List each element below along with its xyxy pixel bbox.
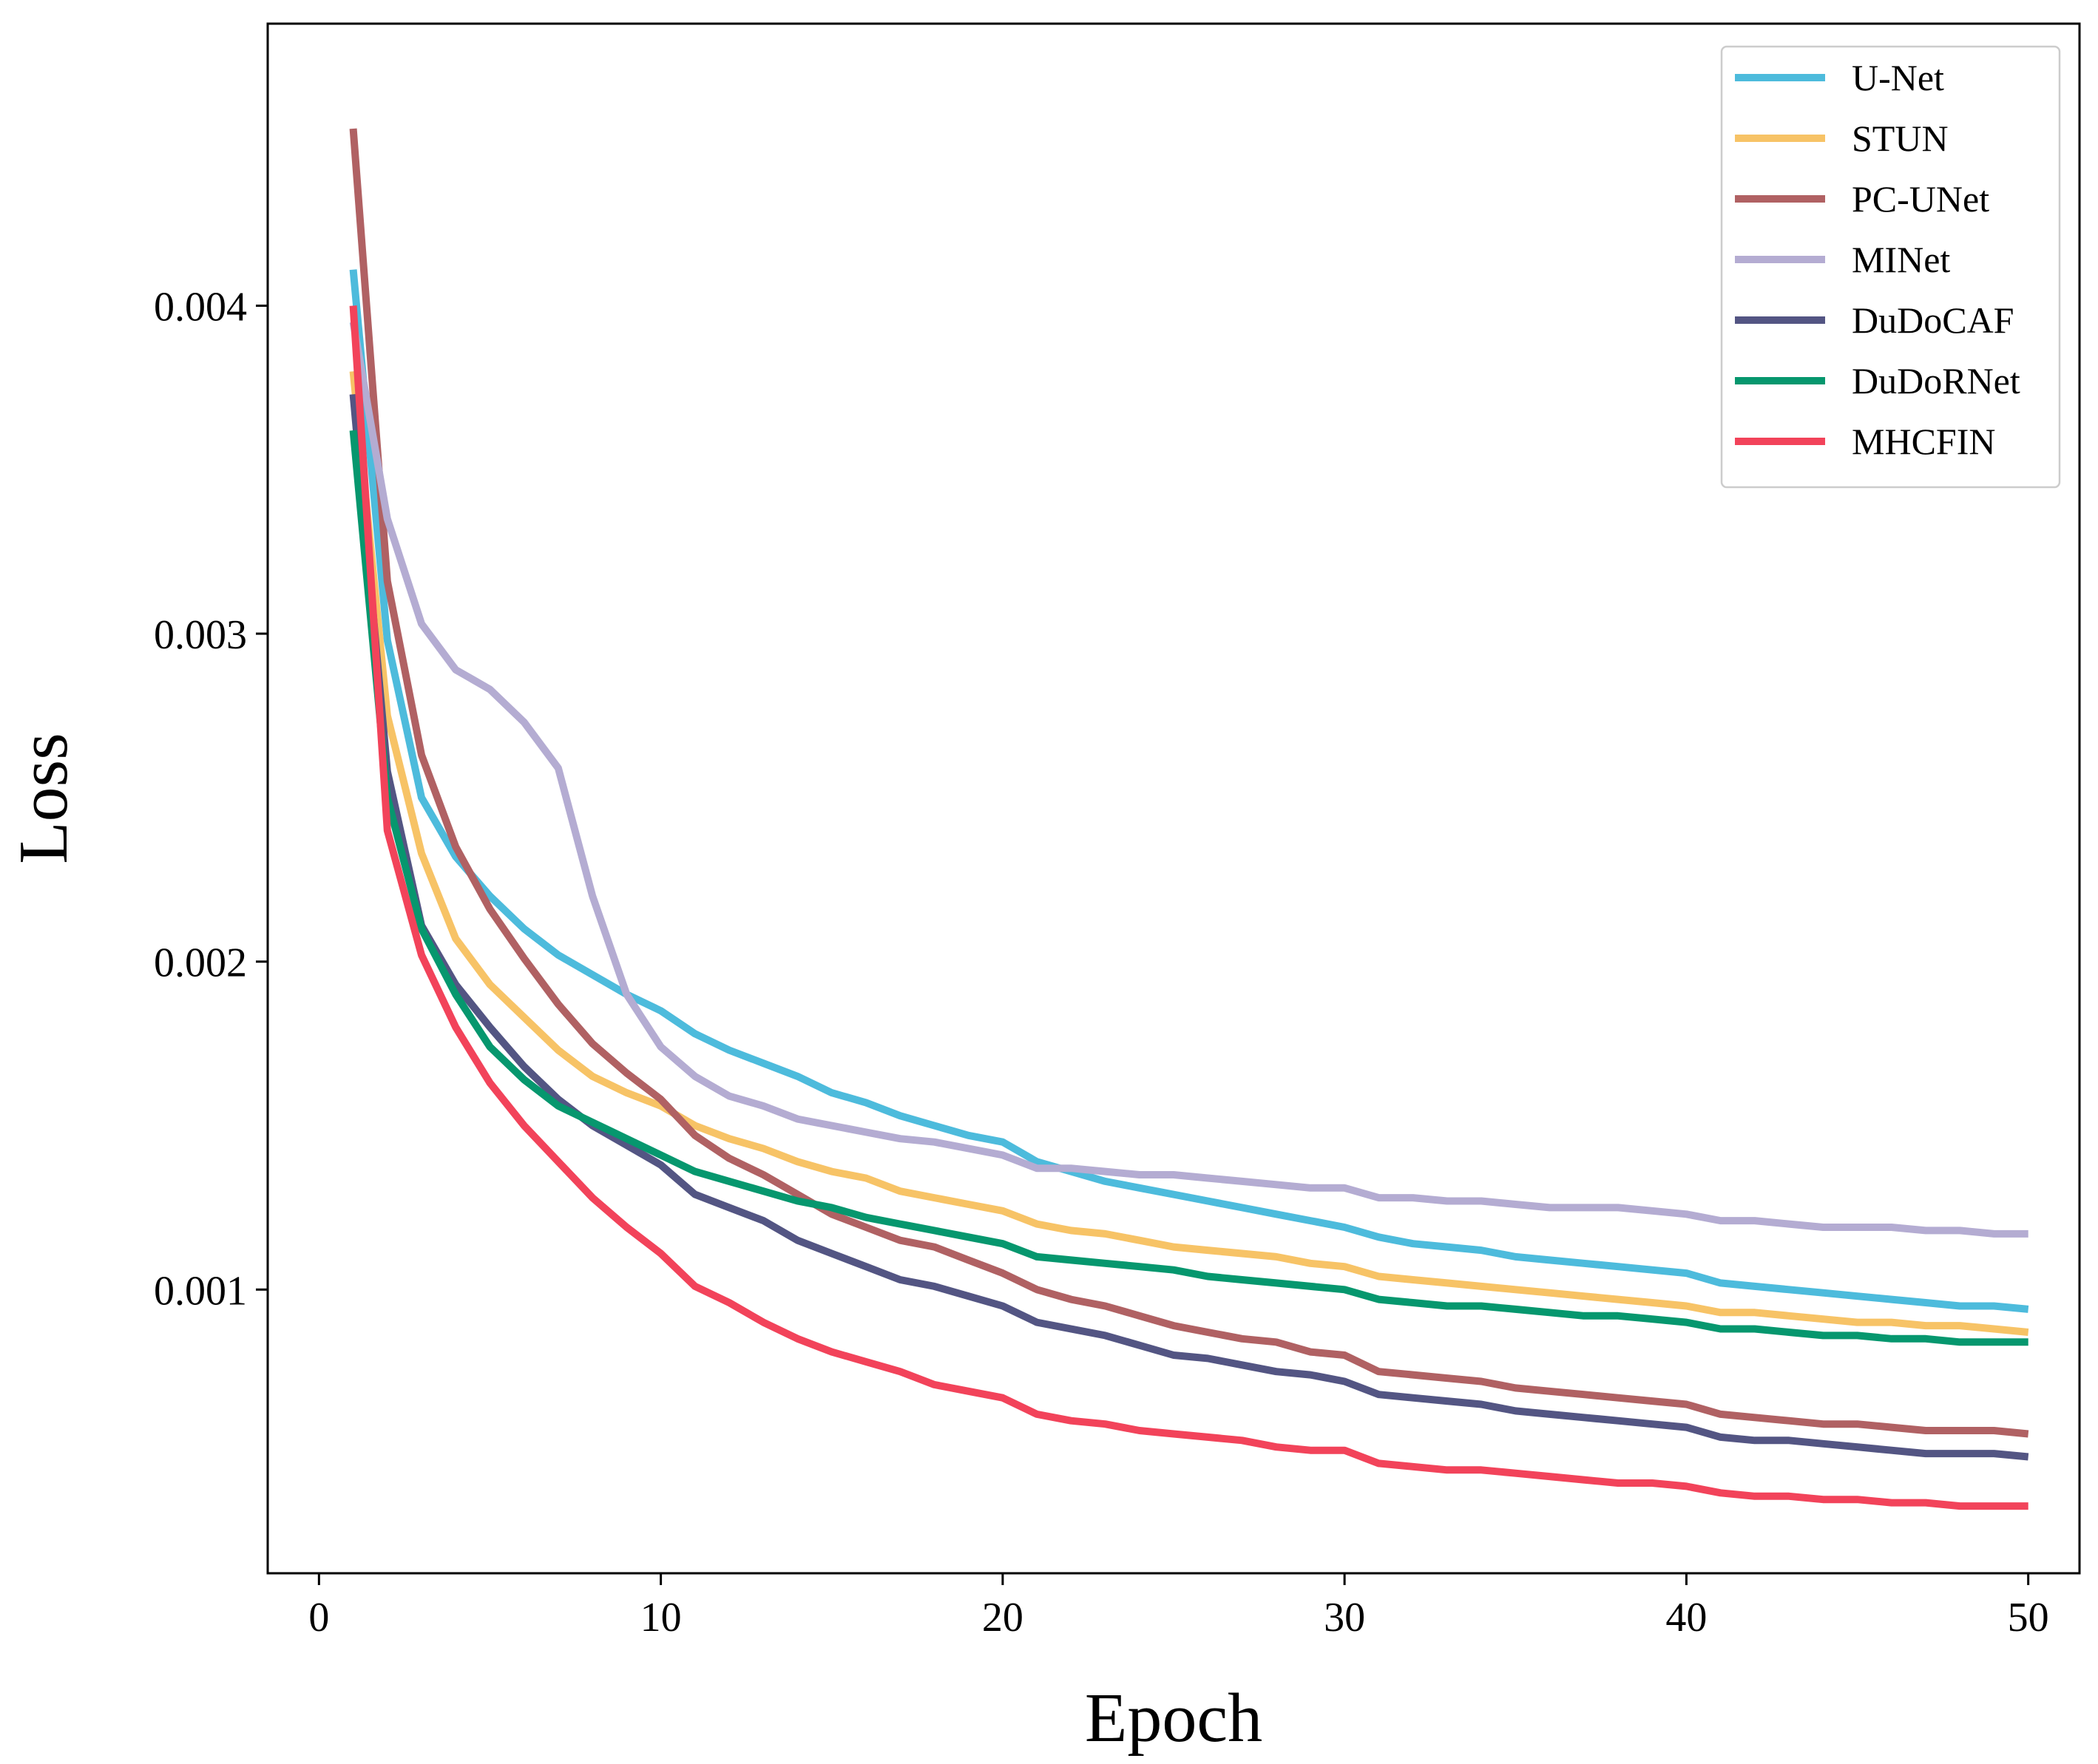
y-tick-label: 0.004 bbox=[154, 284, 247, 330]
y-axis: 0.001 0.002 0.003 0.004 bbox=[154, 284, 268, 1314]
legend-entry: PC-UNet bbox=[1735, 178, 1989, 220]
series-line-dudornet bbox=[349, 430, 2028, 1346]
x-tick-label: 30 bbox=[1324, 1595, 1365, 1641]
x-tick-label: 40 bbox=[1665, 1595, 1707, 1641]
legend-label: PC-UNet bbox=[1852, 178, 1989, 220]
legend: U-Net STUN PC-UNet MINet DuDoCAF DuDoRNet MHCF… bbox=[1720, 45, 2061, 489]
legend-entry: DuDoCAF bbox=[1735, 299, 2014, 341]
series-line-pc-unet bbox=[349, 128, 2029, 1438]
y-tick-label: 0.001 bbox=[154, 1268, 247, 1314]
series-line-stun bbox=[349, 370, 2029, 1336]
series-line-dudocaf bbox=[349, 393, 2029, 1461]
legend-entry: DuDoRNet bbox=[1735, 360, 2020, 401]
x-axis: 0 10 20 30 40 50 bbox=[308, 1573, 2049, 1641]
x-tick-label: 0 bbox=[308, 1595, 329, 1641]
x-tick-label: 20 bbox=[982, 1595, 1023, 1641]
x-tick-label: 10 bbox=[640, 1595, 682, 1641]
x-axis-title: Epoch bbox=[1085, 1680, 1262, 1757]
series-line-minet bbox=[349, 321, 2028, 1238]
legend-entry: STUN bbox=[1735, 118, 1949, 159]
legend-label: MHCFIN bbox=[1852, 421, 1995, 462]
legend-entry: MINet bbox=[1735, 239, 1950, 280]
legend-label: STUN bbox=[1852, 118, 1949, 159]
legend-entry: U-Net bbox=[1735, 57, 1944, 98]
legend-label: DuDoRNet bbox=[1852, 360, 2020, 401]
y-axis-title: Loss bbox=[5, 733, 82, 864]
x-tick-label: 50 bbox=[2008, 1595, 2049, 1641]
legend-label: MINet bbox=[1852, 239, 1950, 280]
y-tick-label: 0.003 bbox=[154, 612, 247, 658]
series-line-mhcfin bbox=[349, 305, 2028, 1510]
plot-frame bbox=[266, 22, 2081, 1575]
legend-label: U-Net bbox=[1852, 57, 1944, 98]
y-tick-label: 0.002 bbox=[154, 940, 247, 986]
plot-lines bbox=[349, 128, 2029, 1510]
legend-entries: U-Net STUN PC-UNet MINet DuDoCAF DuDoRNet MHCF… bbox=[1735, 57, 2020, 462]
legend-label: DuDoCAF bbox=[1852, 299, 2014, 341]
legend-entry: MHCFIN bbox=[1735, 421, 1995, 462]
